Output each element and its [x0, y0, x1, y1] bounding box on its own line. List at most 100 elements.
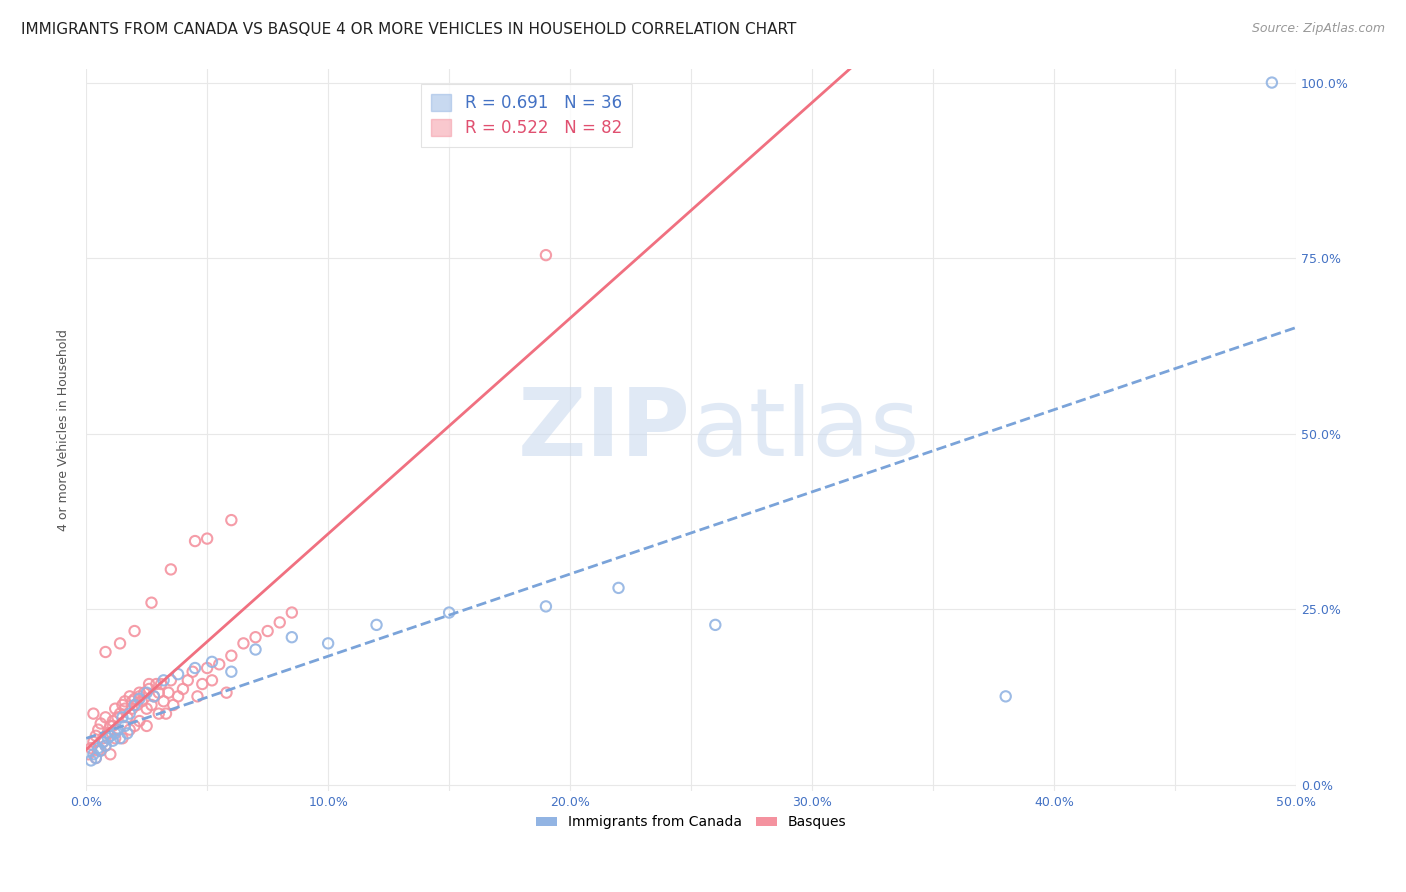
Point: [114, 719, 136, 733]
Point: [90, 743, 112, 757]
Legend: Immigrants from Canada, Basques: Immigrants from Canada, Basques: [530, 810, 852, 835]
Point: [101, 733, 124, 747]
Point: [80, 754, 103, 768]
Point: [281, 606, 304, 620]
Point: [167, 667, 190, 681]
Point: [80, 741, 103, 756]
Point: [152, 694, 174, 708]
Point: [162, 698, 184, 712]
Point: [114, 701, 136, 715]
Point: [124, 624, 146, 638]
Point: [167, 690, 190, 704]
Point: [128, 691, 150, 706]
Point: [84, 751, 107, 765]
Point: [84, 751, 107, 765]
Point: [77, 747, 100, 762]
Point: [704, 618, 727, 632]
Point: [181, 665, 204, 679]
Point: [90, 743, 112, 757]
Point: [232, 636, 254, 650]
Point: [148, 706, 170, 721]
Point: [157, 686, 180, 700]
Text: IMMIGRANTS FROM CANADA VS BASQUE 4 OR MORE VEHICLES IN HOUSEHOLD CORRELATION CHA: IMMIGRANTS FROM CANADA VS BASQUE 4 OR MO…: [21, 22, 796, 37]
Point: [172, 681, 194, 696]
Point: [121, 701, 143, 715]
Point: [97, 731, 120, 746]
Point: [98, 719, 121, 733]
Point: [124, 719, 146, 733]
Point: [82, 706, 104, 721]
Point: [142, 690, 165, 704]
Point: [141, 596, 163, 610]
Point: [281, 630, 304, 644]
Point: [366, 618, 388, 632]
Point: [191, 677, 214, 691]
Point: [269, 615, 291, 630]
Point: [117, 710, 139, 724]
Point: [155, 706, 177, 721]
Point: [118, 690, 141, 704]
Point: [107, 723, 129, 737]
Point: [124, 691, 146, 706]
Point: [148, 686, 170, 700]
Point: [208, 657, 231, 672]
Point: [124, 698, 146, 712]
Point: [245, 630, 267, 644]
Point: [221, 513, 243, 527]
Point: [437, 606, 460, 620]
Point: [152, 673, 174, 688]
Point: [195, 532, 218, 546]
Point: [160, 673, 183, 688]
Point: [150, 677, 173, 691]
Point: [135, 686, 157, 700]
Point: [118, 723, 141, 737]
Point: [607, 581, 630, 595]
Point: [160, 562, 183, 576]
Point: [184, 661, 207, 675]
Point: [141, 698, 163, 712]
Point: [111, 731, 134, 746]
Point: [128, 690, 150, 704]
Point: [128, 714, 150, 728]
Point: [108, 636, 131, 650]
Point: [107, 710, 129, 724]
Point: [184, 534, 207, 549]
Point: [135, 719, 157, 733]
Point: [121, 694, 143, 708]
Point: [1261, 76, 1284, 90]
Point: [97, 726, 120, 740]
Text: ZIP: ZIP: [519, 384, 692, 476]
Point: [87, 743, 110, 757]
Point: [245, 642, 267, 657]
Text: atlas: atlas: [692, 384, 920, 476]
Point: [94, 739, 117, 753]
Point: [125, 698, 148, 712]
Point: [177, 673, 200, 688]
Point: [114, 694, 136, 708]
Point: [91, 735, 114, 749]
Point: [107, 723, 129, 737]
Point: [256, 624, 278, 638]
Point: [82, 735, 104, 749]
Point: [138, 677, 160, 691]
Point: [108, 731, 131, 746]
Point: [111, 710, 134, 724]
Point: [316, 636, 339, 650]
Point: [90, 716, 112, 731]
Point: [201, 655, 224, 669]
Point: [117, 726, 139, 740]
Y-axis label: 4 or more Vehicles in Household: 4 or more Vehicles in Household: [58, 329, 70, 531]
Point: [108, 706, 131, 721]
Point: [215, 686, 238, 700]
Point: [94, 739, 117, 753]
Point: [94, 645, 117, 659]
Point: [135, 701, 157, 715]
Point: [142, 690, 165, 704]
Point: [134, 686, 156, 700]
Point: [104, 731, 127, 746]
Point: [994, 690, 1017, 704]
Point: [84, 729, 107, 743]
Point: [87, 723, 110, 737]
Point: [145, 677, 167, 691]
Point: [82, 747, 104, 762]
